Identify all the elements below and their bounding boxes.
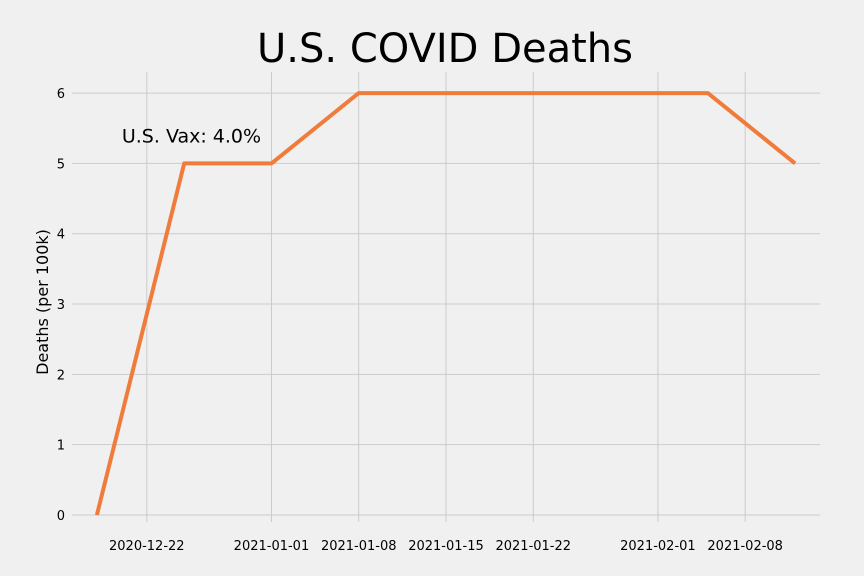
y-axis-label: Deaths (per 100k) bbox=[33, 229, 52, 375]
y-tick-label: 0 bbox=[57, 509, 65, 524]
y-tick-label: 1 bbox=[57, 439, 65, 454]
series-lines bbox=[94, 91, 797, 516]
annotations: U.S. Vax: 4.0% bbox=[122, 125, 261, 147]
y-tick-label: 2 bbox=[57, 368, 65, 383]
x-tick-label: 2021-02-01 bbox=[620, 539, 696, 554]
series-line-0 bbox=[94, 91, 797, 516]
y-tick-labels: 0 1 2 3 4 5 6 bbox=[57, 87, 65, 524]
chart-title: U.S. COVID Deaths bbox=[257, 26, 633, 72]
x-gridlines bbox=[146, 72, 746, 522]
x-tick-label: 2021-01-01 bbox=[234, 539, 310, 554]
x-tick-label: 2021-01-22 bbox=[495, 539, 571, 554]
x-tick-labels: 2020-12-22 2021-01-01 2021-01-08 2021-01-15… bbox=[109, 539, 783, 554]
y-tick-label: 5 bbox=[57, 157, 65, 172]
x-tick-label: 2021-01-15 bbox=[408, 539, 484, 554]
x-tick-label: 2021-01-08 bbox=[321, 539, 397, 554]
y-tick-label: 3 bbox=[57, 298, 65, 313]
x-tick-label: 2020-12-22 bbox=[109, 539, 185, 554]
y-tick-label: 4 bbox=[57, 228, 65, 243]
x-tick-label: 2021-02-08 bbox=[707, 539, 783, 554]
y-tick-label: 6 bbox=[57, 87, 65, 102]
vax-annotation: U.S. Vax: 4.0% bbox=[122, 125, 261, 147]
